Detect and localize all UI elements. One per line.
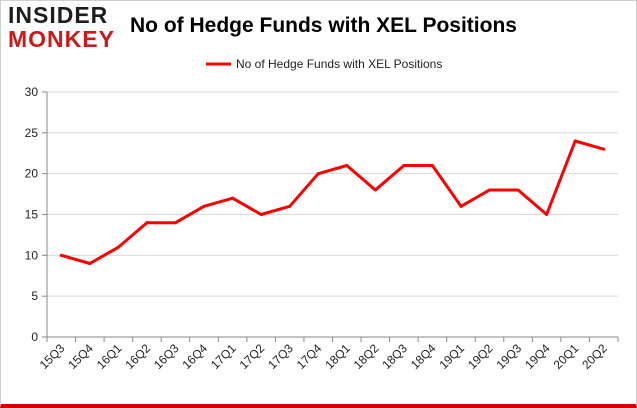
- data-point: [516, 188, 520, 192]
- x-tick-label: 16Q4: [179, 341, 210, 372]
- data-point: [316, 172, 320, 176]
- y-tick-label: 20: [25, 167, 39, 181]
- y-tick-label: 25: [25, 126, 39, 140]
- logo-line-1: INSIDER: [8, 2, 109, 28]
- x-tick-label: 19Q3: [494, 341, 525, 372]
- legend: No of Hedge Funds with XEL Positions: [206, 57, 442, 71]
- x-tick-label: 16Q2: [122, 341, 153, 372]
- data-point: [145, 221, 149, 225]
- x-tick-labels: 15Q315Q416Q116Q216Q316Q417Q117Q217Q317Q4…: [37, 341, 610, 372]
- data-point: [373, 188, 377, 192]
- x-tick-label: 16Q3: [151, 341, 182, 372]
- data-point: [116, 245, 120, 249]
- data-point: [88, 262, 92, 265]
- series-group: [59, 139, 606, 265]
- x-tick-label: 17Q2: [237, 341, 268, 372]
- x-tick-label: 19Q2: [465, 341, 496, 372]
- x-tick-label: 20Q1: [551, 341, 582, 372]
- y-tick-label: 0: [31, 330, 38, 344]
- data-point: [573, 139, 577, 143]
- logo-line-2: MONKEY: [8, 26, 115, 52]
- data-point: [173, 221, 177, 225]
- insider-monkey-logo: INSIDER MONKEY: [8, 4, 116, 52]
- chart-title: No of Hedge Funds with XEL Positions: [130, 14, 517, 37]
- y-tick-labels: 0 5 10 15 20 25 30: [25, 85, 39, 344]
- x-tick-label: 17Q4: [294, 341, 325, 372]
- x-tick-label: 18Q3: [379, 341, 410, 372]
- data-point: [231, 196, 235, 200]
- data-point: [459, 204, 463, 208]
- x-tick-label: 20Q2: [579, 341, 610, 372]
- data-point: [402, 164, 406, 167]
- x-tick-label: 17Q1: [208, 341, 239, 372]
- y-tick-label: 15: [25, 208, 39, 222]
- x-tick-label: 16Q1: [94, 341, 125, 372]
- x-tick-label: 18Q4: [408, 341, 439, 372]
- data-point: [202, 204, 206, 208]
- data-point: [430, 164, 434, 167]
- data-point: [488, 188, 492, 192]
- gridlines: [47, 91, 618, 297]
- y-tick-label: 30: [25, 85, 39, 99]
- x-tick-label: 19Q4: [522, 341, 553, 372]
- x-tick-label: 19Q1: [436, 341, 467, 372]
- y-tick-label: 5: [31, 289, 38, 303]
- data-point: [288, 204, 292, 208]
- y-tick-label: 10: [25, 248, 39, 262]
- data-point: [545, 213, 549, 216]
- x-tick-label: 18Q2: [351, 341, 382, 372]
- legend-label: No of Hedge Funds with XEL Positions: [236, 57, 442, 71]
- data-point: [345, 164, 349, 167]
- data-point: [602, 147, 606, 151]
- data-point: [59, 253, 63, 257]
- x-tick-label: 15Q3: [37, 341, 68, 372]
- data-point: [259, 213, 263, 216]
- x-tick-label: 17Q3: [265, 341, 296, 372]
- x-tick-label: 15Q4: [65, 341, 96, 372]
- series-line: [59, 139, 606, 265]
- x-tick-label: 18Q1: [322, 341, 353, 372]
- axes: [42, 91, 619, 342]
